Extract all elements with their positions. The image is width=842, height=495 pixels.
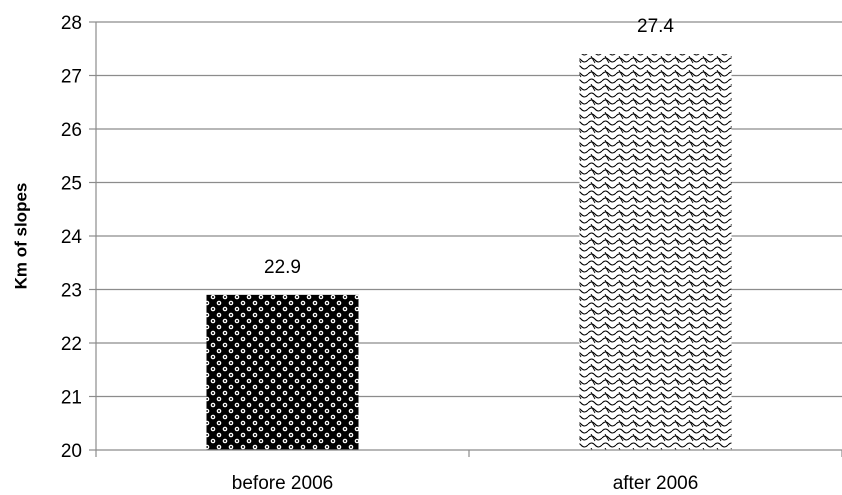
y-tick-label: 26 — [61, 120, 82, 141]
y-tick-label: 21 — [61, 388, 82, 409]
bar — [206, 294, 359, 450]
axes — [89, 21, 842, 457]
data-label: 27.4 — [637, 16, 674, 37]
y-tick-label: 22 — [61, 334, 82, 355]
x-tick-label: before 2006 — [232, 473, 333, 494]
x-tick-label: after 2006 — [613, 473, 699, 494]
y-tick-labels: 20 21 22 23 24 25 26 27 28 — [61, 13, 83, 462]
data-label: 22.9 — [264, 257, 301, 278]
bar — [579, 54, 732, 450]
bars — [206, 54, 732, 450]
data-labels: 22.9 27.4 — [264, 16, 674, 278]
y-tick-label: 24 — [61, 227, 83, 248]
y-tick-label: 20 — [61, 441, 82, 462]
y-tick-label: 27 — [61, 67, 82, 88]
y-tick-label: 28 — [61, 13, 82, 34]
x-tick-labels: before 2006 after 2006 — [232, 473, 699, 494]
y-tick-label: 25 — [61, 174, 82, 195]
y-tick-label: 23 — [61, 281, 82, 302]
y-axis-label: Km of slopes — [11, 183, 30, 290]
